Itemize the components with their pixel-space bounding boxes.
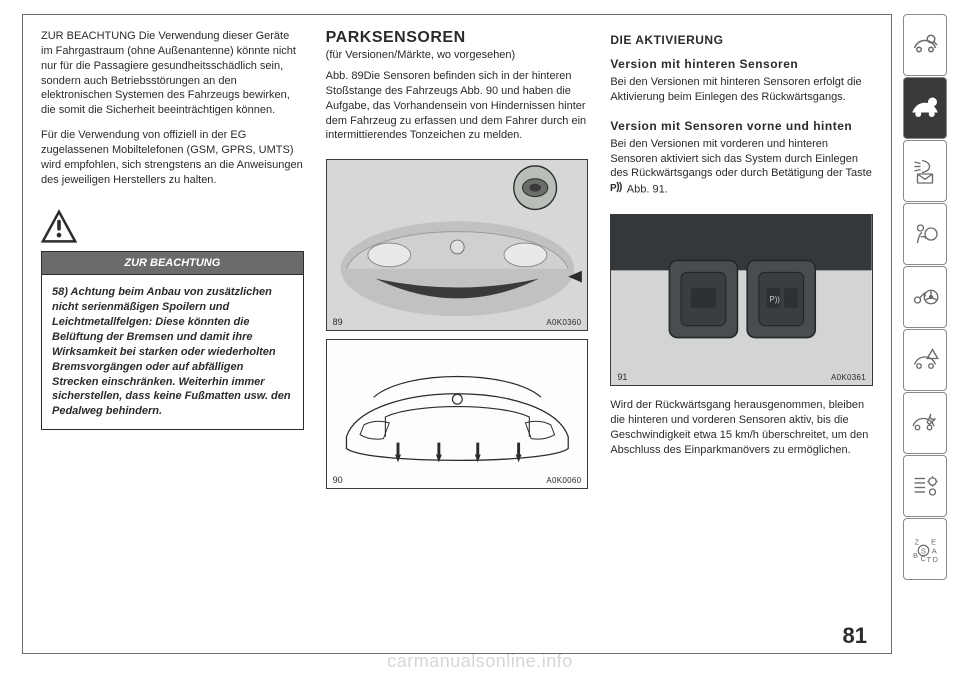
figure-code: A0K0060 [546,476,581,485]
figure-91: P)) 91 A0K0361 [610,214,873,386]
car-wrench-icon[interactable] [903,392,947,454]
body-text: Abb. 89Die Sensoren befinden sich in der… [326,69,589,143]
page-number: 81 [843,623,867,649]
car-hazard-icon[interactable] [903,329,947,391]
list-gear-icon[interactable] [903,455,947,517]
figure-90: 90 A0K0060 [326,339,589,489]
sidebar-index: i [903,14,947,580]
figure-code: A0K0361 [831,373,866,382]
section-title: DIE AKTIVIERUNG [610,33,873,47]
light-mail-icon[interactable] [903,140,947,202]
car-info-icon[interactable]: i [903,77,947,139]
subsection-title: Version mit Sensoren vorne und hinten [610,119,873,133]
subsection-title: Version mit hinteren Sensoren [610,57,873,71]
park-button-icon: P [610,181,624,198]
figure-number: 90 [333,475,343,485]
notice-body: 58) Achtung beim Anbau von zusätzlichen … [52,285,293,419]
notice-box: 58) Achtung beim Anbau von zusätzlichen … [41,274,304,430]
column-1: ZUR BEACHTUNG Die Verwendung dieser Gerä… [41,29,304,641]
svg-text:E: E [931,538,936,547]
letters-icon[interactable]: Z E B A D C T S [903,518,947,580]
svg-text:B: B [913,551,918,560]
svg-text:D: D [933,555,939,564]
body-text-part: Abb. 91. [627,184,668,196]
figure-89: 89 A0K0360 [326,159,589,331]
body-text: Bei den Versionen mit vorderen und hinte… [610,137,873,198]
key-wheel-icon[interactable] [903,266,947,328]
svg-text:Z: Z [915,538,920,547]
body-text: Für die Verwendung von offiziell in der … [41,128,304,187]
airbag-icon[interactable] [903,203,947,265]
car-search-icon[interactable] [903,14,947,76]
svg-text:P)): P)) [770,295,781,304]
column-3: DIE AKTIVIERUNG Version mit hinteren Sen… [610,29,873,641]
section-subtitle: (für Versionen/Märkte, wo vorgesehen) [326,49,589,61]
watermark: carmanualsonline.info [387,651,573,672]
svg-text:i: i [931,98,933,107]
section-title: PARKSENSOREN [326,29,589,47]
column-2: PARKSENSOREN (für Versionen/Märkte, wo v… [326,29,589,641]
body-text: Wird der Rückwärtsgang herausgenommen, b… [610,398,873,457]
figure-code: A0K0360 [546,318,581,327]
figure-number: 89 [333,317,343,327]
body-text: ZUR BEACHTUNG Die Verwendung dieser Gerä… [41,29,304,118]
notice-title-bar: ZUR BEACHTUNG [41,251,304,274]
svg-text:S: S [921,547,926,556]
manual-page: ZUR BEACHTUNG Die Verwendung dieser Gerä… [22,14,892,654]
warning-icon [41,209,77,245]
figure-number: 91 [617,372,627,382]
svg-text:P: P [610,183,617,193]
body-text-part: Bei den Versionen mit vorderen und hinte… [610,138,872,180]
body-text: Bei den Versionen mit hinteren Sensoren … [610,75,873,105]
svg-text:T: T [927,555,932,564]
